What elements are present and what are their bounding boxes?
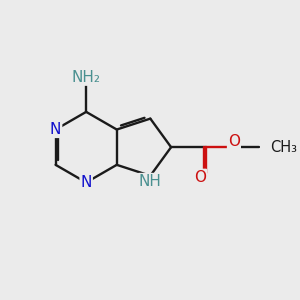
Text: CH₃: CH₃ xyxy=(271,140,298,155)
Text: N: N xyxy=(50,122,61,137)
Text: O: O xyxy=(228,134,240,149)
Text: N: N xyxy=(80,175,92,190)
Text: NH₂: NH₂ xyxy=(72,70,101,85)
Text: O: O xyxy=(194,170,206,185)
Text: NH: NH xyxy=(139,174,162,189)
